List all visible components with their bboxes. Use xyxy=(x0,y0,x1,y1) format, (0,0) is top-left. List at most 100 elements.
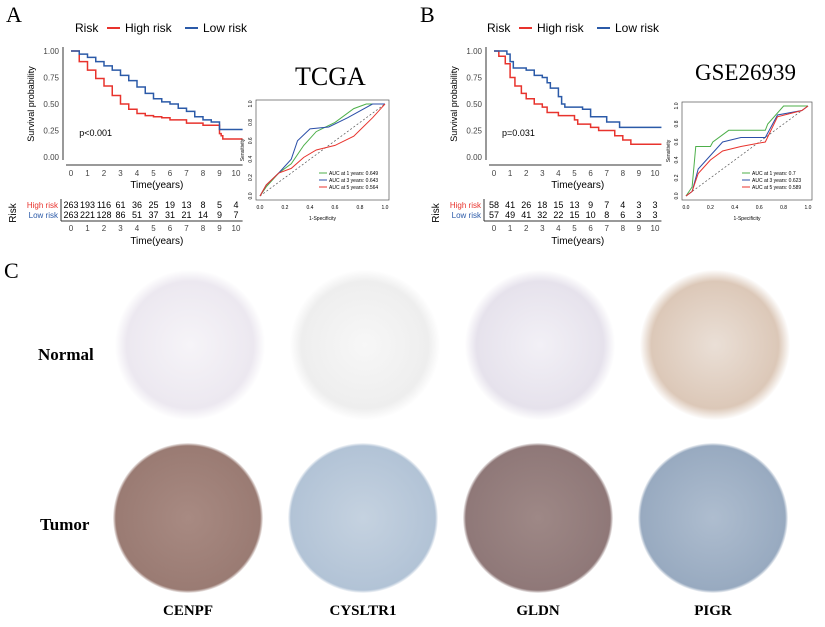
y-tick-label: 0.00 xyxy=(466,153,482,162)
roc-curve xyxy=(685,105,808,197)
risk-count: 3 xyxy=(652,200,657,210)
legend-label: High risk xyxy=(125,21,173,35)
ihc-normal-cenpf xyxy=(115,270,265,420)
x-axis-label: Time(years) xyxy=(551,180,604,191)
ihc-normal-gldn xyxy=(465,270,615,420)
x-tick-label: 9 xyxy=(637,169,642,178)
x-tick-label: 9 xyxy=(217,169,222,178)
risk-count: 13 xyxy=(569,200,579,210)
roc-frame xyxy=(681,101,813,201)
risk-x-tick-label: 3 xyxy=(540,224,545,233)
risk-count: 3 xyxy=(636,200,641,210)
risk-x-tick-label: 9 xyxy=(217,224,222,233)
roc-y-tick: 0.0 xyxy=(248,192,254,199)
legend-label: Low risk xyxy=(203,21,248,35)
risk-x-axis-label: Time(years) xyxy=(130,236,183,247)
roc-y-tick: 0.6 xyxy=(248,137,254,144)
y-tick-label: 0.75 xyxy=(43,74,59,83)
risk-count: 116 xyxy=(97,200,111,210)
risk-x-tick-label: 3 xyxy=(118,224,123,233)
x-tick-label: 10 xyxy=(232,169,241,178)
risk-x-tick-label: 8 xyxy=(201,224,206,233)
x-tick-label: 1 xyxy=(508,169,513,178)
x-tick-label: 10 xyxy=(651,169,660,178)
roc-x-tick: 0.8 xyxy=(357,205,364,211)
x-tick-label: 3 xyxy=(540,169,545,178)
x-tick-label: 4 xyxy=(135,169,140,178)
risk-count: 10 xyxy=(586,210,596,220)
risk-count: 6 xyxy=(620,210,625,220)
x-tick-label: 0 xyxy=(492,169,497,178)
risk-count: 263 xyxy=(63,210,78,220)
risk-x-tick-label: 9 xyxy=(637,224,642,233)
legend-title: Risk xyxy=(75,21,99,35)
risk-count: 5 xyxy=(217,200,222,210)
roc-curve xyxy=(685,105,809,197)
ihc-tumor-pigr xyxy=(638,443,788,593)
risk-x-tick-label: 4 xyxy=(135,224,140,233)
risk-x-tick-label: 2 xyxy=(102,224,107,233)
risk-x-tick-label: 7 xyxy=(604,224,609,233)
risk-x-tick-label: 0 xyxy=(492,224,497,233)
risk-count: 19 xyxy=(165,200,175,210)
risk-count: 3 xyxy=(636,210,641,220)
y-tick-label: 0.00 xyxy=(43,153,59,162)
risk-count: 22 xyxy=(553,210,563,220)
y-tick-label: 1.00 xyxy=(43,47,59,56)
roc-legend-label: AUC at 3 years: 0.643 xyxy=(329,178,378,184)
risk-count: 8 xyxy=(604,210,609,220)
x-tick-label: 4 xyxy=(556,169,561,178)
roc-x-tick: 0.2 xyxy=(282,205,289,211)
roc-legend-label: AUC at 3 years: 0.623 xyxy=(752,178,801,184)
x-tick-label: 2 xyxy=(102,169,107,178)
roc-y-tick: 0.8 xyxy=(674,120,680,127)
risk-x-tick-label: 8 xyxy=(621,224,626,233)
dataset-title-tcga: TCGA xyxy=(295,62,366,91)
risk-count: 7 xyxy=(604,200,609,210)
risk-count: 9 xyxy=(588,200,593,210)
roc-y-tick: 0.2 xyxy=(674,174,680,181)
risk-count: 36 xyxy=(132,200,142,210)
row-label-tumor: Tumor xyxy=(40,515,90,534)
roc-diagonal xyxy=(259,103,386,197)
risk-x-tick-label: 6 xyxy=(588,224,593,233)
y-axis-label: Survival probability xyxy=(449,66,459,142)
ihc-normal-pigr xyxy=(640,270,790,420)
roc-x-tick: 0.6 xyxy=(756,205,763,211)
ihc-tumor-gldn xyxy=(463,443,613,593)
roc-legend-label: AUC at 5 years: 0.564 xyxy=(329,185,378,191)
roc-x-tick: 0.4 xyxy=(731,205,738,211)
roc-x-tick: 1.0 xyxy=(382,205,389,211)
risk-count: 128 xyxy=(96,210,111,220)
risk-x-tick-label: 1 xyxy=(508,224,513,233)
roc-y-label: Sensitivity xyxy=(666,139,672,162)
roc-y-tick: 0.0 xyxy=(674,192,680,199)
ihc-normal-cysltr1 xyxy=(290,270,440,420)
panel-label-c: C xyxy=(4,258,19,283)
risk-count: 86 xyxy=(115,210,125,220)
y-tick-label: 0.50 xyxy=(43,100,59,109)
x-axis-label: Time(years) xyxy=(130,180,183,191)
panel-label-b: B xyxy=(420,2,435,27)
y-tick-label: 0.50 xyxy=(466,100,482,109)
risk-count: 9 xyxy=(217,210,222,220)
roc-x-tick: 0.0 xyxy=(683,205,690,211)
km-curve-low-risk xyxy=(494,50,662,129)
charts-svg: Risk High risk Low risk0.000.250.500.751.0… xyxy=(8,21,813,247)
gene-label-pigr: PIGR xyxy=(694,603,732,619)
roc-y-tick: 0.6 xyxy=(674,138,680,145)
risk-x-tick-label: 10 xyxy=(651,224,660,233)
risk-count: 8 xyxy=(200,200,205,210)
risk-count: 13 xyxy=(181,200,191,210)
roc-legend-label: AUC at 1 years: 0.649 xyxy=(329,171,378,177)
x-tick-label: 7 xyxy=(604,169,609,178)
x-tick-label: 2 xyxy=(524,169,529,178)
x-tick-label: 6 xyxy=(588,169,593,178)
panel-label-a: A xyxy=(6,2,22,27)
y-tick-label: 0.25 xyxy=(466,127,482,136)
y-axis-label: Survival probability xyxy=(26,66,36,142)
risk-count: 15 xyxy=(553,200,563,210)
x-tick-label: 1 xyxy=(85,169,90,178)
roc-frame xyxy=(255,99,390,201)
risk-count: 41 xyxy=(521,210,531,220)
